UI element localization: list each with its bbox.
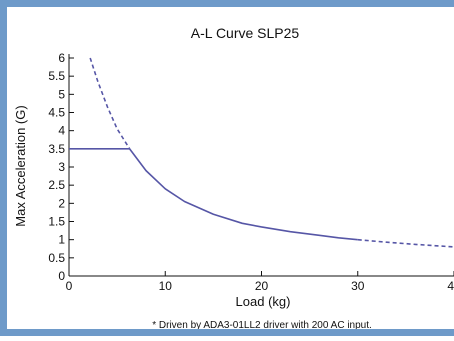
y-tick-label: 4: [58, 124, 65, 138]
x-tick-label: 40: [447, 279, 454, 293]
y-tick-label: 0.5: [48, 251, 65, 265]
x-axis-label: Load (kg): [236, 294, 291, 309]
chart-title: A-L Curve SLP25: [191, 25, 300, 41]
y-tick-label: 3.5: [48, 142, 65, 156]
x-tick-label: 20: [255, 279, 269, 293]
y-tick-label: 2: [58, 196, 65, 210]
curve-dashed-segment: [89, 57, 131, 150]
footnote: * Driven by ADA3-01LL2 driver with 200 A…: [152, 320, 372, 331]
y-tick-label: 4.5: [48, 106, 65, 120]
y-tick-label: 6: [58, 51, 65, 65]
curve-dashed-segment: [357, 238, 454, 248]
y-tick-label: 5.5: [48, 69, 65, 83]
x-tick-label: 0: [66, 279, 73, 293]
x-tick-label: 10: [159, 279, 173, 293]
curve-solid-segment: [128, 148, 358, 241]
y-tick-label: 5: [58, 87, 65, 101]
y-tick-label: 1.5: [48, 215, 65, 229]
y-tick-label: 0: [58, 269, 65, 283]
y-tick-label: 1: [58, 233, 65, 247]
y-tick-label: 3: [58, 160, 65, 174]
plot-area: 00.511.522.533.544.555.56010203040: [48, 51, 454, 293]
y-tick-label: 2.5: [48, 178, 65, 192]
y-axis-label: Max Acceleration (G): [13, 105, 28, 226]
x-tick-label: 30: [351, 279, 365, 293]
